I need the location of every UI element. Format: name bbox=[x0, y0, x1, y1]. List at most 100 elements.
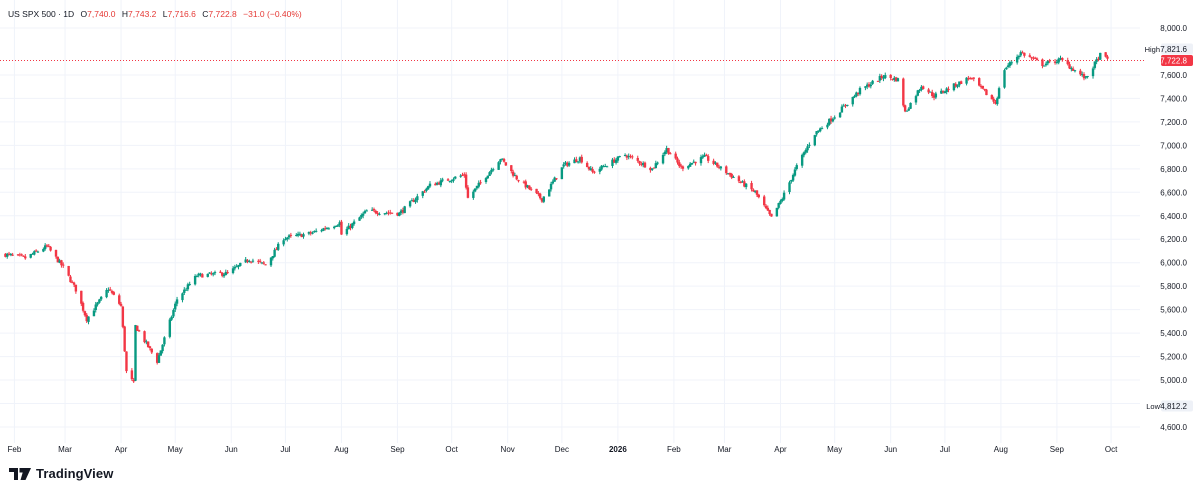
candle bbox=[92, 308, 96, 317]
candle bbox=[29, 253, 32, 259]
x-tick-label: 2026 bbox=[609, 445, 627, 454]
low-label: L bbox=[162, 9, 168, 19]
candle bbox=[1044, 61, 1048, 67]
candle bbox=[775, 207, 779, 217]
candle bbox=[34, 249, 38, 252]
marker-value: 4,812.2 bbox=[1160, 402, 1187, 411]
candle bbox=[85, 312, 88, 323]
candle bbox=[730, 172, 733, 180]
x-tick-label: Feb bbox=[8, 445, 22, 454]
candle bbox=[1021, 50, 1024, 54]
candle bbox=[1008, 60, 1012, 68]
candle bbox=[529, 187, 533, 192]
candle bbox=[389, 209, 392, 215]
candle bbox=[62, 262, 65, 268]
candle bbox=[800, 153, 804, 168]
candle bbox=[903, 104, 907, 113]
candle bbox=[16, 254, 20, 257]
candle bbox=[511, 169, 515, 178]
y-tick-label: 5,000.0 bbox=[1160, 376, 1187, 385]
candle bbox=[300, 233, 303, 238]
candle bbox=[385, 211, 388, 215]
candle bbox=[699, 154, 703, 166]
candle bbox=[248, 259, 251, 263]
candle bbox=[271, 256, 275, 261]
candle bbox=[779, 199, 782, 205]
candle bbox=[768, 209, 771, 216]
candle bbox=[99, 295, 103, 301]
candle bbox=[439, 177, 443, 188]
candle bbox=[844, 103, 847, 109]
y-tick-label: 5,600.0 bbox=[1160, 306, 1187, 315]
candle bbox=[719, 165, 723, 171]
candle bbox=[737, 175, 741, 184]
candle bbox=[501, 158, 504, 161]
tradingview-logo[interactable]: TradingView bbox=[9, 466, 113, 481]
candle bbox=[273, 247, 276, 258]
candle bbox=[363, 209, 367, 214]
high-label: H bbox=[121, 9, 129, 19]
candle bbox=[732, 175, 735, 178]
candle bbox=[269, 257, 273, 267]
candle bbox=[347, 223, 350, 230]
candle bbox=[311, 231, 314, 235]
price-marker: 7,722.8 bbox=[1160, 55, 1193, 67]
candle bbox=[931, 89, 934, 98]
candle bbox=[286, 236, 289, 242]
candle bbox=[72, 281, 76, 288]
candle bbox=[826, 122, 829, 130]
candle bbox=[573, 157, 576, 164]
candle bbox=[679, 163, 683, 169]
candle bbox=[239, 262, 242, 267]
candle bbox=[195, 274, 199, 278]
candle bbox=[828, 118, 831, 126]
candle bbox=[118, 293, 121, 306]
candle bbox=[551, 179, 555, 185]
symbol-label: US SPX 500 · 1D bbox=[8, 9, 75, 19]
candle bbox=[542, 196, 546, 204]
price-axis[interactable]: 4,600.04,800.05,000.05,200.05,400.05,600… bbox=[1160, 24, 1187, 432]
candle bbox=[902, 77, 905, 108]
candle bbox=[517, 179, 520, 183]
candle bbox=[210, 271, 213, 276]
candle bbox=[466, 185, 470, 199]
candle bbox=[143, 330, 146, 344]
candle bbox=[24, 254, 27, 260]
candle bbox=[889, 74, 892, 81]
candle bbox=[224, 269, 228, 276]
candle bbox=[258, 258, 262, 264]
candle bbox=[416, 193, 419, 203]
candle bbox=[107, 287, 110, 293]
candle bbox=[414, 197, 417, 204]
candle bbox=[750, 180, 753, 192]
candle bbox=[33, 250, 36, 256]
candle bbox=[260, 262, 264, 265]
candle bbox=[1043, 65, 1046, 67]
candle bbox=[423, 189, 426, 193]
candle bbox=[625, 154, 629, 161]
x-tick-label: Jul bbox=[940, 445, 950, 454]
candle bbox=[219, 270, 222, 274]
candle bbox=[314, 228, 318, 233]
candle bbox=[838, 112, 842, 118]
candle bbox=[338, 220, 341, 228]
candle bbox=[927, 87, 930, 95]
candle bbox=[997, 86, 1001, 99]
candle bbox=[638, 160, 641, 166]
time-axis[interactable]: Feb Mar Apr May Jun Jul Aug Sep Oct Nov Dec 2026 Feb… bbox=[8, 445, 1119, 454]
candle bbox=[125, 351, 128, 374]
candle bbox=[972, 77, 975, 82]
candle bbox=[782, 190, 786, 201]
candle bbox=[277, 242, 280, 251]
y-tick-label: 6,000.0 bbox=[1160, 259, 1187, 268]
candle bbox=[840, 104, 844, 113]
candle bbox=[244, 256, 247, 264]
candle bbox=[307, 231, 311, 236]
candle bbox=[992, 96, 995, 104]
candle bbox=[1082, 72, 1086, 81]
candle bbox=[1010, 60, 1013, 66]
candle bbox=[1079, 68, 1082, 76]
x-tick-label: Aug bbox=[334, 445, 348, 454]
candle bbox=[656, 161, 659, 166]
